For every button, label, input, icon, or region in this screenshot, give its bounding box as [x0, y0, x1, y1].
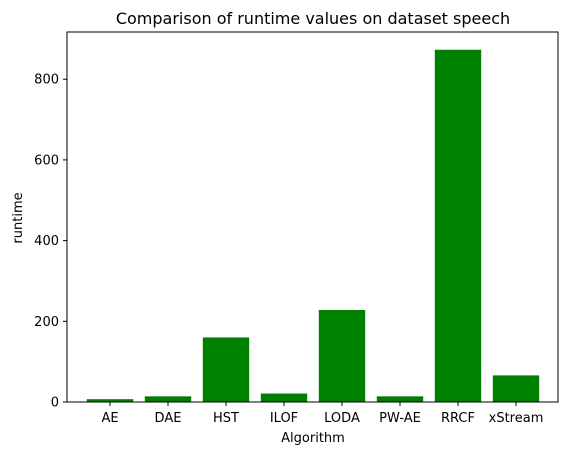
x-tick-label: xStream: [489, 411, 544, 426]
x-tick-label: HST: [213, 411, 239, 426]
y-tick-label: 800: [34, 73, 59, 88]
y-tick-label: 400: [34, 234, 59, 249]
bar-hst: [202, 337, 250, 402]
y-tick-label: 0: [51, 396, 59, 411]
bar-ilof: [260, 393, 308, 402]
y-tick-label: 200: [34, 315, 59, 330]
bar-ae: [86, 399, 134, 402]
plot-frame: [66, 31, 559, 403]
x-tick-label: AE: [101, 411, 118, 426]
x-tick-label: ILOF: [270, 411, 298, 426]
x-tick-label: DAE: [155, 411, 182, 426]
bar-dae: [144, 396, 192, 402]
y-axis-title: runtime: [11, 192, 26, 243]
bar-xstream: [492, 375, 540, 402]
bar-pw-ae: [376, 396, 424, 402]
x-axis-title: Algorithm: [281, 431, 345, 446]
y-axis-ticks: 0 200 400 600 800: [34, 73, 67, 411]
bar-loda: [318, 310, 366, 402]
x-axis-ticks: AE DAE HST ILOF LODA PW-AE RRCF xStream: [101, 402, 543, 426]
x-tick-label: RRCF: [441, 411, 475, 426]
chart-title: Comparison of runtime values on dataset …: [116, 9, 510, 28]
y-tick-label: 600: [34, 153, 59, 168]
bar-rrcf: [434, 49, 482, 403]
bars-group: [86, 49, 540, 403]
x-tick-label: PW-AE: [379, 411, 421, 426]
x-tick-label: LODA: [324, 411, 360, 426]
